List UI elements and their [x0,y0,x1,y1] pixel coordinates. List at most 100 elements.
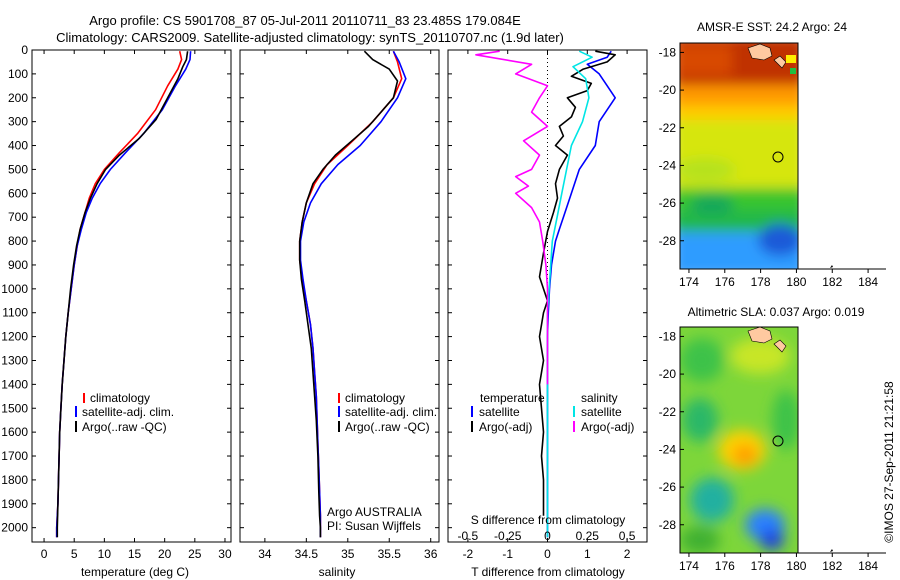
series-line-climatology [55,51,183,538]
legend-label-argo: Argo(..raw -QC) [82,420,167,434]
y-tick-label: 600 [8,186,28,200]
sla-map-title: Altimetric SLA: 0.037 Argo: 0.019 [688,305,865,319]
s-tick-label: -0.5 [458,529,479,543]
temperature-legend: climatology satellite-adj. clim. Argo(..… [75,391,174,434]
y-tick-label: 900 [8,258,28,272]
series-line-argo [298,50,399,538]
y-tick-label: 400 [8,139,28,153]
series-line-climatology [298,50,403,538]
map-y-tick-label: -26 [659,196,677,210]
s-tick-label: -0.25 [494,529,522,543]
y-tick-label: 1600 [1,425,28,439]
sst-float-marker [772,151,784,163]
sst-map-title: AMSR-E SST: 24.2 Argo: 24 [697,20,847,34]
map-x-tick-label: 176 [715,275,735,289]
map-x-tick-label: 182 [822,275,842,289]
difference-legend: temperature satellite Argo(-adj) salinit… [471,391,634,434]
legend-label-s-satellite: satellite [581,405,622,419]
map-x-tick-label: 178 [751,559,771,573]
legend-title-salinity: salinity [581,391,618,405]
x-tick-label: 20 [158,547,172,561]
x-tick-label: 10 [98,547,112,561]
y-tick-label: 100 [8,67,28,81]
map-y-tick-label: -22 [659,121,677,135]
x-tick-label: -2 [463,547,474,561]
map-x-tick-label: 180 [786,559,806,573]
map-x-tick-label: 174 [679,559,699,573]
temperature-lines [55,51,192,538]
map-y-tick-label: -20 [659,367,677,381]
legend-label-s-argo: Argo(-adj) [581,420,634,434]
legend-label-climatology: climatology [345,391,405,405]
map-y-tick-label: -18 [659,45,677,59]
s-tick-label: 0 [544,529,551,543]
map-x-tick-label: 176 [715,559,735,573]
y-tick-label: 1400 [1,377,28,391]
legend-label-t-satellite: satellite [479,405,520,419]
temperature-axes: 0100200300400500600700800900100011001200… [1,43,232,561]
map-x-tick-label: 174 [679,275,699,289]
map-x-tick-label: 182 [822,559,842,573]
x-tick-label: 25 [188,547,202,561]
salinity-panel [239,49,440,543]
legend-label-satellite: satellite-adj. clim. [345,405,437,419]
s-tick-label: 0.5 [619,529,636,543]
y-tick-label: 1500 [1,401,28,415]
legend-label-argo: Argo(..raw -QC) [345,420,430,434]
sla-float-marker [772,435,784,447]
y-tick-label: 700 [8,210,28,224]
map-y-tick-label: -20 [659,83,677,97]
map-y-tick-label: -22 [659,405,677,419]
series-line-satellite-adj-clim- [55,51,192,538]
series-line-s-satellite [546,50,593,538]
x-tick-label: 15 [128,547,142,561]
y-tick-label: 1200 [1,330,28,344]
y-tick-label: 1700 [1,449,28,463]
map-y-tick-label: -28 [659,518,677,532]
t-difference-xlabel: T difference from climatology [471,565,625,579]
y-tick-label: 200 [8,91,28,105]
salinity-legend: climatology satellite-adj. clim. Argo(..… [338,391,437,434]
y-tick-label: 2000 [1,521,28,535]
map-x-tick-label: 178 [751,275,771,289]
y-tick-label: 500 [8,162,28,176]
legend-label-satellite: satellite-adj. clim. [82,405,174,419]
x-tick-label: 30 [218,547,232,561]
y-tick-label: 300 [8,115,28,129]
map-y-tick-label: -26 [659,480,677,494]
figure-title-line2: Climatology: CARS2009. Satellite-adjuste… [56,30,564,45]
x-tick-label: 5 [71,547,78,561]
salinity-annotation-line2: PI: Susan Wijffels [327,519,421,533]
figure-title-line1: Argo profile: CS 5901708_87 05-Jul-2011 … [89,13,521,28]
map-y-tick-label: -28 [659,234,677,248]
difference-axes: -2 -1 0 1 2 -0.5 -0.25 0 0.25 0.5 [448,49,647,561]
x-tick-label: 35.5 [378,547,402,561]
series-line-s-argo [475,50,549,385]
map-y-tick-label: -18 [659,329,677,343]
legend-label-climatology: climatology [90,391,150,405]
series-line-t-argo [538,50,617,516]
salinity-xlabel: salinity [319,565,356,579]
x-tick-label: 2 [624,547,631,561]
s-tick-label: 0.25 [576,529,600,543]
series-line-argo [56,51,189,538]
sst-heatmap [679,42,833,270]
x-tick-label: 34.5 [295,547,319,561]
map-y-tick-label: -24 [659,158,677,172]
y-tick-label: 1900 [1,497,28,511]
map-x-tick-label: 180 [786,275,806,289]
salinity-axes: 34 34.5 35 35.5 36 [240,49,439,561]
sst-map-axes: 174 176 178 180 182 184 -18 -20 -22 -24 -26 -28 [659,45,886,289]
x-tick-label: 34 [258,547,272,561]
temperature-xlabel: temperature (deg C) [81,565,189,579]
map-x-tick-label: 184 [858,275,878,289]
map-x-tick-label: 184 [858,559,878,573]
x-tick-label: 1 [584,547,591,561]
y-tick-label: 1100 [2,306,28,320]
temperature-panel [31,49,232,543]
y-tick-label: 0 [21,43,28,57]
sla-heatmap [679,326,833,554]
x-tick-label: 0 [41,547,48,561]
sla-map-axes: 174 176 178 180 182 184 -18 -20 -22 -24 -26 -28 [659,329,886,573]
